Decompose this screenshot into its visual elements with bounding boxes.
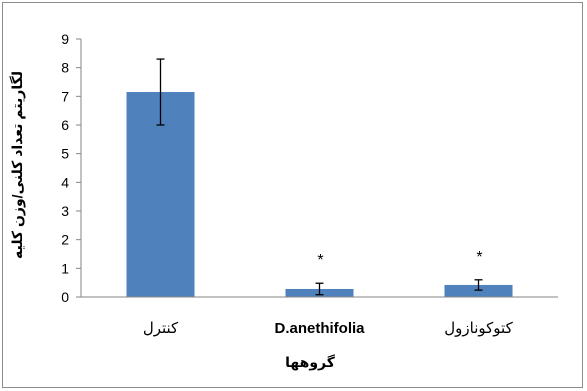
significance-mark-2: * [476,249,482,266]
y-tick-label: 9 [61,31,69,47]
y-axis-ticks: 0 1 2 3 4 5 6 7 8 9 [61,31,81,305]
y-tick-label: 2 [61,232,69,248]
y-tick-label: 5 [61,146,69,162]
y-axis-title: لگاریتم تعداد کلنی/وزن کلیه [9,71,26,259]
y-tick-label: 1 [61,260,69,276]
chart-frame [2,2,583,388]
significance-markers: * * [317,249,482,269]
error-bar-1 [315,282,324,296]
y-tick-label: 3 [61,203,69,219]
y-tick-label: 7 [61,88,69,104]
y-tick-label: 6 [61,117,69,133]
category-label-1: D.anethifolia [274,320,365,337]
error-bar-0 [156,58,165,126]
bar-0 [126,92,195,298]
y-tick-label: 8 [61,60,69,76]
category-label-0: کنترل [143,320,179,337]
bar-2 [444,284,513,297]
x-axis-category-labels: کنترل D.anethifolia کتوکونازول [143,320,514,337]
significance-mark-1: * [317,252,323,269]
error-bar-2 [474,279,483,291]
category-label-2: کتوکونازول [444,320,513,337]
y-tick-label: 4 [61,174,69,190]
y-tick-label: 0 [61,289,69,305]
error-bars [156,58,483,296]
x-axis-title: گروهها [285,354,336,371]
